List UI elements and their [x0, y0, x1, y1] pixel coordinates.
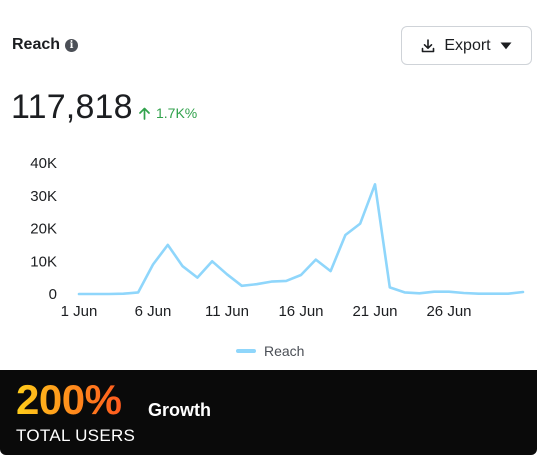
metric-delta: 1.7K%	[139, 105, 197, 121]
caret-down-icon	[500, 42, 512, 49]
series-line-reach	[77, 182, 525, 296]
growth-banner: 200% Growth TOTAL USERS	[0, 370, 537, 455]
reach-card: Reach i Export 117,818 1.7K% 0 10K 20K 30K 4…	[11, 26, 532, 359]
metric-delta-value: 1.7K%	[156, 105, 198, 121]
x-tick-label: 6 Jun	[135, 303, 172, 320]
y-tick-label: 0	[49, 286, 57, 303]
legend-swatch-reach	[236, 349, 256, 353]
metric-value: 117,818	[11, 88, 133, 126]
x-tick-label: 1 Jun	[61, 303, 98, 320]
export-label: Export	[444, 36, 491, 54]
y-tick-label: 20K	[30, 221, 57, 238]
chart-legend[interactable]: Reach	[236, 343, 304, 359]
total-users-label: TOTAL USERS	[16, 426, 136, 445]
growth-percent: 200%	[16, 376, 122, 423]
y-tick-label: 30K	[30, 188, 57, 205]
export-button[interactable]: Export	[401, 26, 532, 65]
reach-line-chart: 0 10K 20K 30K 40K 1 Jun 6 Jun 11 Jun 16 Jun 21 Ju…	[30, 155, 525, 320]
card-title: Reach	[12, 36, 61, 53]
x-tick-label: 26 Jun	[426, 303, 471, 320]
x-tick-label: 21 Jun	[352, 303, 397, 320]
info-icon[interactable]: i	[65, 38, 79, 52]
x-tick-label: 16 Jun	[278, 303, 323, 320]
legend-label-reach: Reach	[264, 343, 305, 359]
arrow-up-icon	[139, 107, 150, 120]
growth-label: Growth	[148, 400, 211, 420]
y-tick-label: 10K	[30, 253, 57, 270]
card-header: Reach i	[12, 36, 79, 54]
x-tick-label: 11 Jun	[205, 303, 249, 320]
download-icon	[422, 38, 435, 52]
y-tick-label: 40K	[30, 155, 57, 172]
